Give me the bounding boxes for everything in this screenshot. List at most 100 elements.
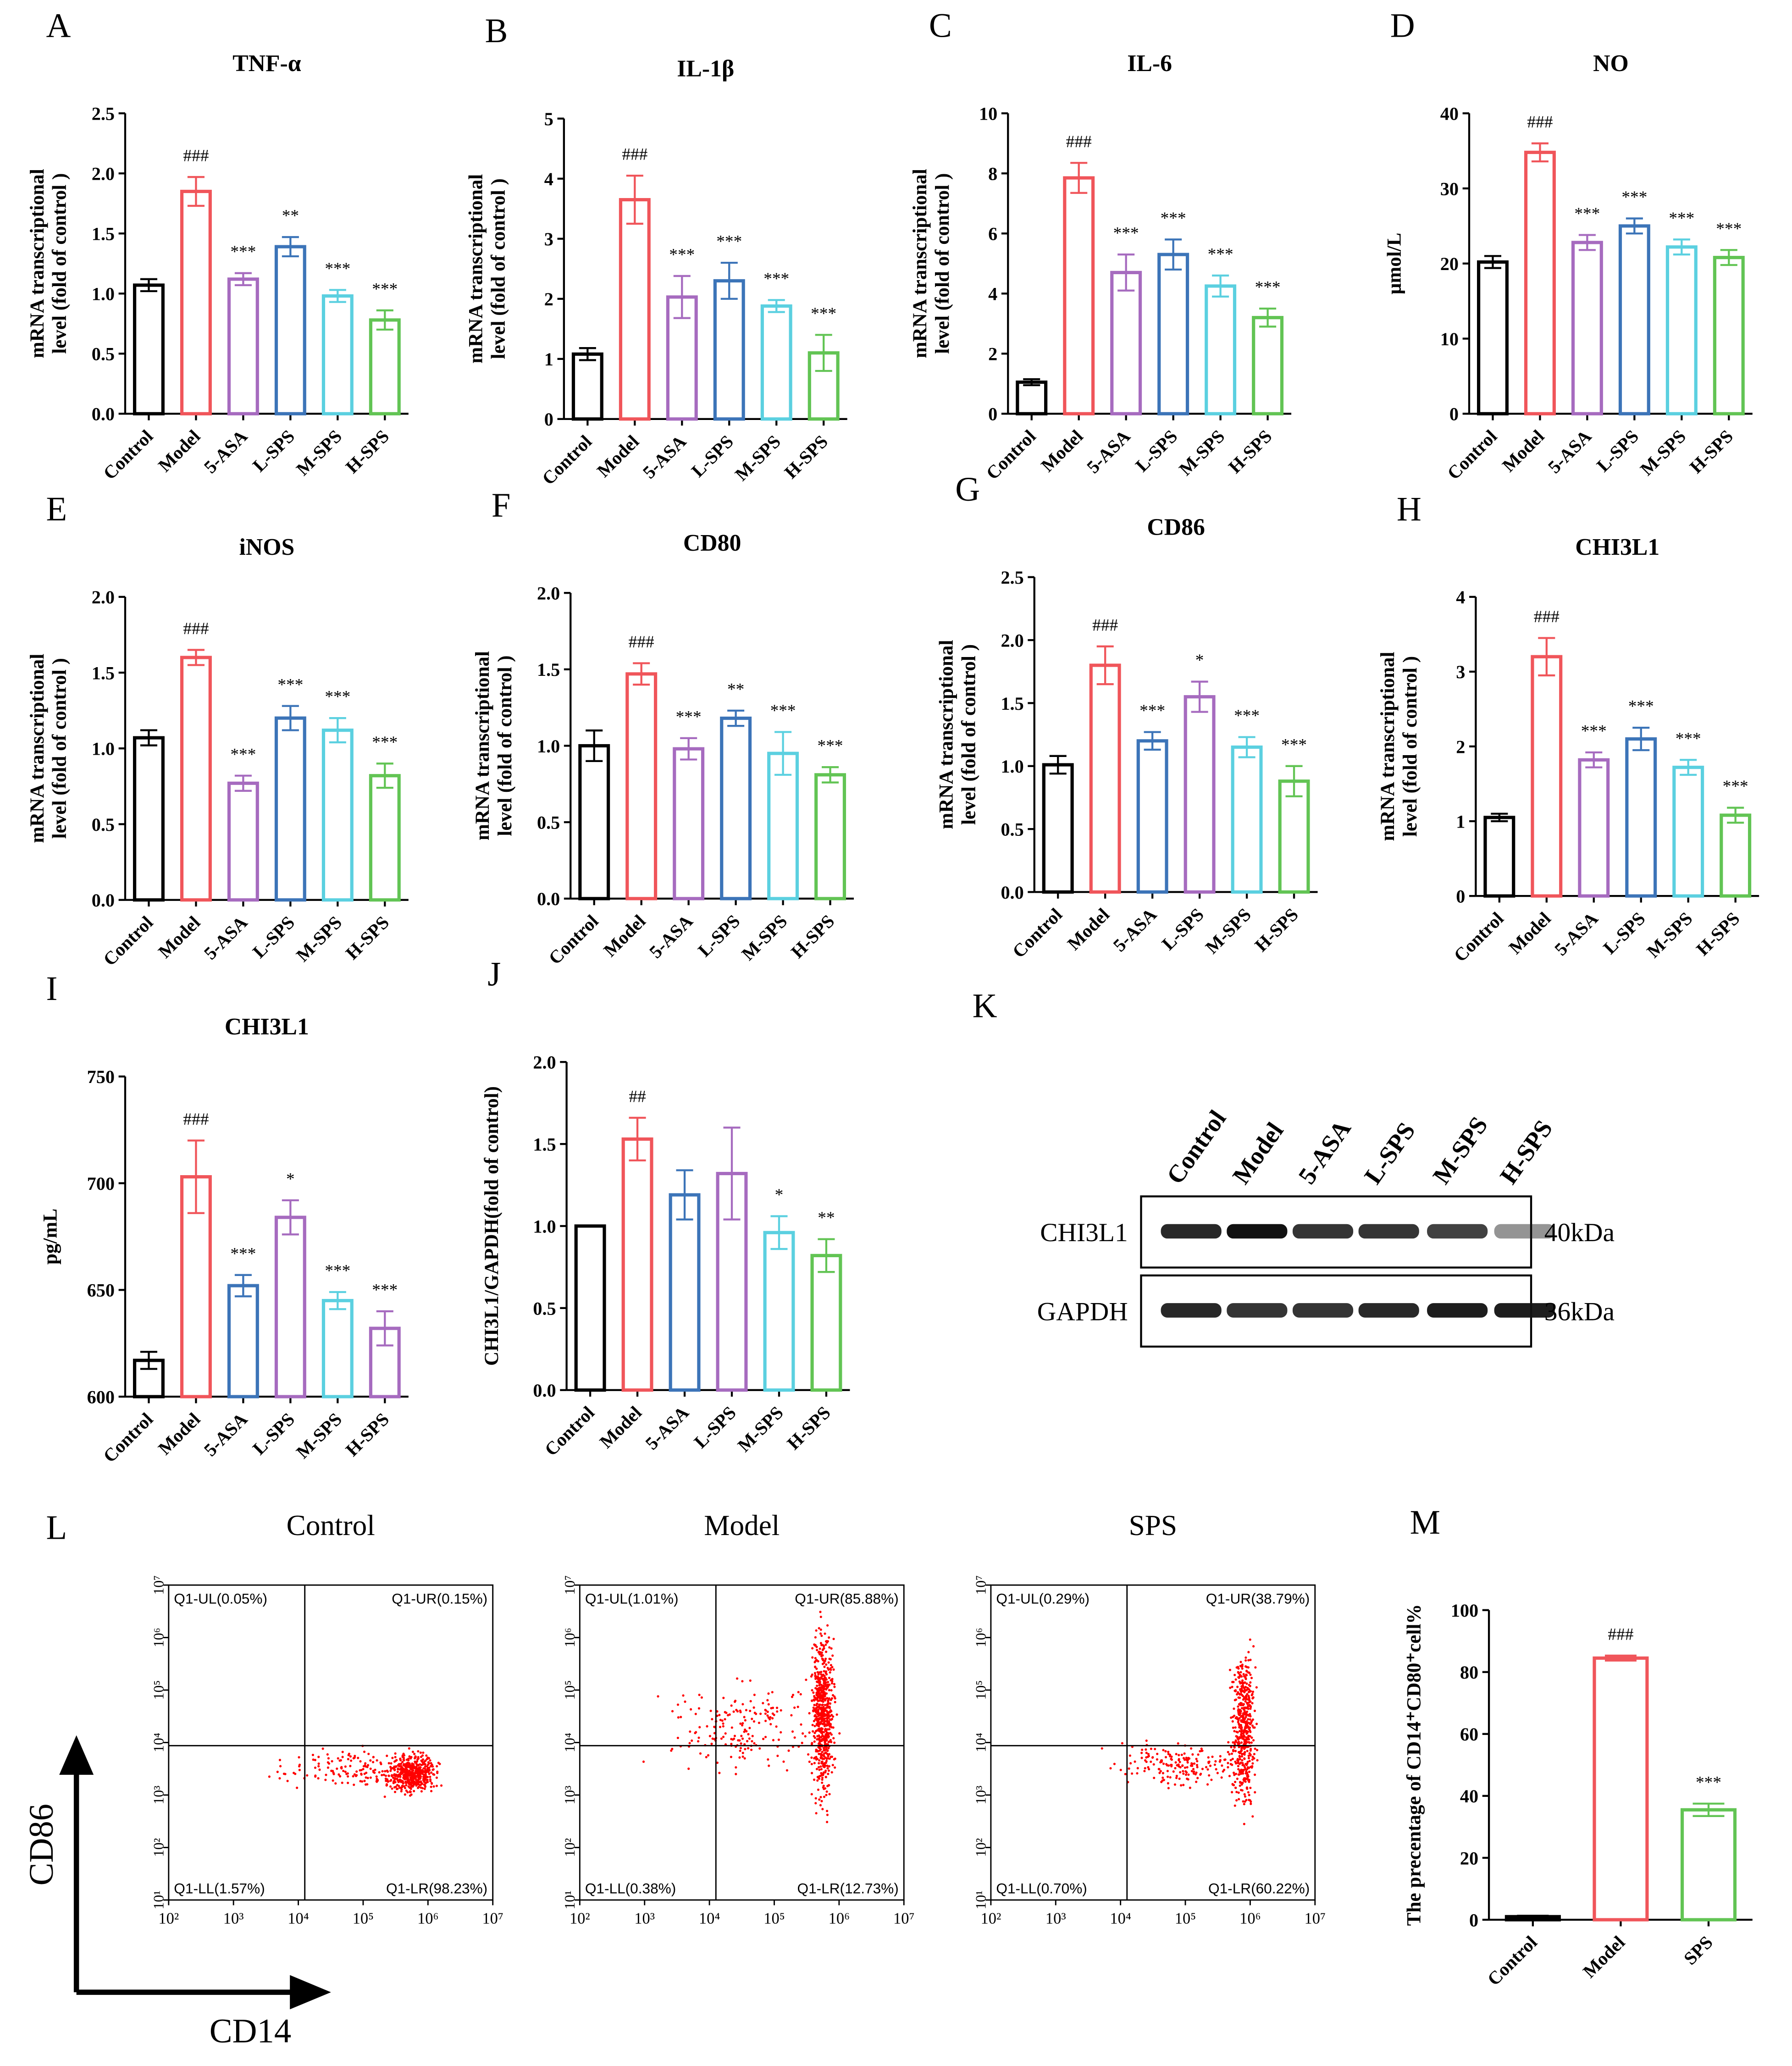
event-dot — [1200, 1747, 1203, 1750]
plot-title: SPS — [1129, 1509, 1177, 1541]
event-dot — [824, 1708, 826, 1711]
event-dot — [1248, 1794, 1250, 1796]
event-dot — [1245, 1682, 1248, 1685]
event-dot — [1136, 1772, 1139, 1775]
event-dot — [827, 1747, 830, 1750]
event-dot — [747, 1733, 750, 1735]
event-dot — [817, 1708, 820, 1711]
x-tick-label: M-SPS — [292, 912, 346, 966]
event-dot — [730, 1756, 733, 1758]
error-bar — [376, 309, 393, 331]
event-dot — [419, 1776, 422, 1779]
event-dot — [815, 1711, 818, 1714]
event-dot — [1238, 1703, 1240, 1706]
event-dot — [428, 1773, 431, 1775]
event-dot — [1244, 1795, 1247, 1798]
event-dot — [352, 1775, 354, 1778]
significance: *** — [1281, 735, 1307, 754]
event-dot — [797, 1690, 800, 1694]
event-dot — [391, 1787, 393, 1790]
event-dot — [1254, 1791, 1256, 1794]
event-dot — [828, 1721, 830, 1724]
event-dot — [1147, 1753, 1150, 1756]
event-dot — [1170, 1757, 1173, 1760]
event-dot — [816, 1696, 819, 1700]
event-dot — [808, 1712, 811, 1715]
event-dot — [830, 1682, 834, 1685]
x-tick-label: L-SPS — [249, 426, 299, 476]
event-dot — [403, 1759, 405, 1762]
event-dot — [1248, 1770, 1251, 1773]
event-dot — [341, 1756, 344, 1758]
event-dot — [1207, 1756, 1210, 1759]
event-dot — [825, 1790, 828, 1793]
event-dot — [810, 1743, 813, 1746]
event-dot — [815, 1629, 818, 1632]
event-dot — [816, 1685, 819, 1687]
event-dot — [1248, 1752, 1251, 1755]
y-tick-label: 1.0 — [1001, 756, 1023, 777]
y-tick-label: 10² — [150, 1838, 166, 1857]
event-dot — [1245, 1698, 1248, 1701]
event-dot — [820, 1731, 823, 1734]
event-dot — [1231, 1791, 1233, 1794]
significance: ### — [1066, 133, 1092, 151]
event-dot — [689, 1730, 691, 1733]
y-tick-label: 10 — [1440, 329, 1459, 349]
event-dot — [825, 1735, 828, 1738]
blot-band — [1494, 1303, 1555, 1318]
event-dot — [827, 1740, 830, 1743]
bar — [767, 751, 799, 900]
event-dot — [410, 1772, 414, 1774]
event-dot — [1167, 1775, 1169, 1778]
event-dot — [419, 1784, 422, 1786]
event-dot — [762, 1738, 765, 1740]
x-tick-label: Control — [99, 426, 157, 484]
event-dot — [411, 1775, 414, 1778]
event-dot — [404, 1782, 408, 1784]
y-tick-label: 3 — [1456, 662, 1465, 682]
y-tick-label: 700 — [87, 1173, 115, 1194]
event-dot — [420, 1772, 423, 1775]
event-dot — [1234, 1773, 1238, 1775]
event-dot — [1249, 1712, 1251, 1716]
event-dot — [1237, 1691, 1239, 1694]
significance: * — [286, 1170, 295, 1188]
event-dot — [1227, 1741, 1230, 1744]
event-dot — [435, 1784, 438, 1787]
event-dot — [820, 1707, 824, 1710]
event-dot — [1196, 1766, 1199, 1768]
event-dot — [819, 1765, 822, 1768]
event-dot — [349, 1755, 352, 1758]
y-tick-label: 0.0 — [1001, 882, 1023, 903]
event-dot — [1224, 1758, 1227, 1761]
x-tick-label: 5-ASA — [200, 426, 251, 477]
y-tick-label: 10⁷ — [150, 1575, 166, 1595]
event-dot — [813, 1731, 816, 1735]
event-dot — [820, 1720, 823, 1723]
x-tick-label: H-SPS — [780, 431, 832, 482]
event-dot — [800, 1723, 802, 1726]
event-dot — [1242, 1673, 1245, 1675]
event-dot — [1234, 1739, 1237, 1742]
event-dot — [1150, 1747, 1152, 1750]
event-dot — [830, 1771, 833, 1774]
y-tick-label: 60 — [1460, 1724, 1478, 1745]
event-dot — [821, 1648, 824, 1652]
event-dot — [813, 1724, 816, 1728]
event-dot — [1230, 1716, 1233, 1719]
event-dot — [716, 1761, 719, 1764]
event-dot — [764, 1735, 767, 1739]
blot-band — [1161, 1303, 1222, 1318]
y-tick-label: 0 — [1456, 886, 1465, 906]
significance: *** — [372, 733, 398, 752]
event-dot — [740, 1742, 742, 1745]
bar — [810, 1254, 842, 1392]
event-dot — [671, 1710, 674, 1712]
event-dot — [1251, 1697, 1254, 1700]
event-dot — [821, 1757, 824, 1760]
event-dot — [785, 1769, 788, 1772]
y-tick-label: 10¹ — [150, 1890, 166, 1909]
x-tick-label: 10⁵ — [763, 1910, 785, 1928]
event-dot — [1245, 1669, 1248, 1672]
